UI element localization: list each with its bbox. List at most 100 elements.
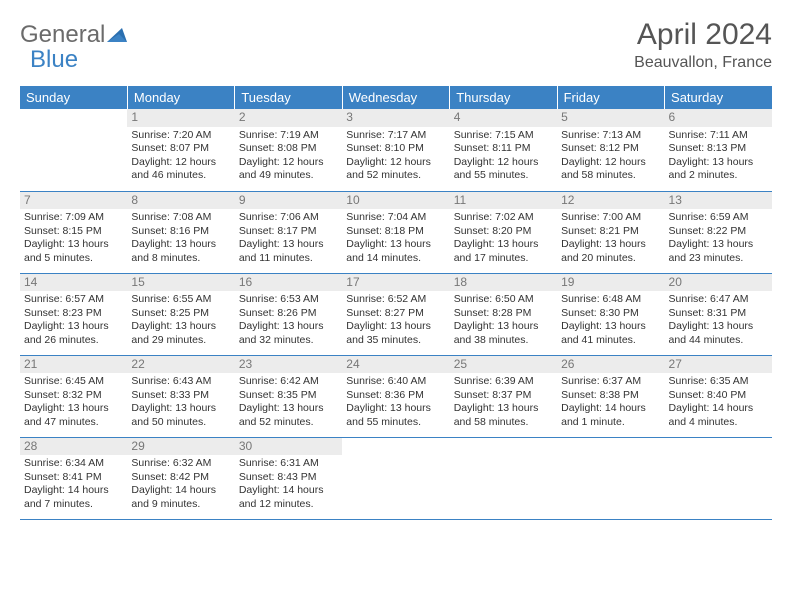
calendar-day-cell: 19Sunrise: 6:48 AMSunset: 8:30 PMDayligh… [557, 273, 664, 355]
day-number: 4 [450, 109, 557, 126]
calendar-day-cell: 18Sunrise: 6:50 AMSunset: 8:28 PMDayligh… [450, 273, 557, 355]
sunset-line: Sunset: 8:41 PM [24, 471, 123, 484]
daylight-line: Daylight: 14 hours and 1 minute. [561, 402, 660, 429]
sunrise-line: Sunrise: 6:42 AM [239, 375, 338, 388]
daylight-line: Daylight: 13 hours and 29 minutes. [131, 320, 230, 347]
sunset-line: Sunset: 8:38 PM [561, 389, 660, 402]
sunset-line: Sunset: 8:43 PM [239, 471, 338, 484]
day-number: 15 [127, 274, 234, 291]
day-number: 25 [450, 356, 557, 373]
sunset-line: Sunset: 8:27 PM [346, 307, 445, 320]
daylight-line: Daylight: 13 hours and 23 minutes. [669, 238, 768, 265]
sunset-line: Sunset: 8:25 PM [131, 307, 230, 320]
calendar-day-cell: 24Sunrise: 6:40 AMSunset: 8:36 PMDayligh… [342, 355, 449, 437]
daylight-line: Daylight: 14 hours and 12 minutes. [239, 484, 338, 511]
day-number: 19 [557, 274, 664, 291]
day-number: 28 [20, 438, 127, 455]
daylight-line: Daylight: 13 hours and 26 minutes. [24, 320, 123, 347]
sunset-line: Sunset: 8:11 PM [454, 142, 553, 155]
calendar-day-cell: 30Sunrise: 6:31 AMSunset: 8:43 PMDayligh… [235, 437, 342, 519]
calendar-day-cell: 4Sunrise: 7:15 AMSunset: 8:11 PMDaylight… [450, 109, 557, 191]
sunrise-line: Sunrise: 7:02 AM [454, 211, 553, 224]
daylight-line: Daylight: 14 hours and 7 minutes. [24, 484, 123, 511]
sunset-line: Sunset: 8:37 PM [454, 389, 553, 402]
day-number: 23 [235, 356, 342, 373]
sunset-line: Sunset: 8:07 PM [131, 142, 230, 155]
logo-triangle-icon [107, 22, 127, 47]
sunset-line: Sunset: 8:18 PM [346, 225, 445, 238]
sunset-line: Sunset: 8:21 PM [561, 225, 660, 238]
daylight-line: Daylight: 12 hours and 46 minutes. [131, 156, 230, 183]
sunrise-line: Sunrise: 6:50 AM [454, 293, 553, 306]
sunset-line: Sunset: 8:15 PM [24, 225, 123, 238]
sunrise-line: Sunrise: 6:35 AM [669, 375, 768, 388]
title-block: April 2024 Beauvallon, France [634, 18, 772, 72]
logo: General Blue [20, 18, 127, 72]
day-number: 29 [127, 438, 234, 455]
month-title: April 2024 [634, 18, 772, 52]
calendar-head: SundayMondayTuesdayWednesdayThursdayFrid… [20, 86, 772, 109]
weekday-header: Saturday [665, 86, 772, 109]
calendar-day-cell: · [665, 437, 772, 519]
daylight-line: Daylight: 13 hours and 32 minutes. [239, 320, 338, 347]
sunset-line: Sunset: 8:35 PM [239, 389, 338, 402]
sunset-line: Sunset: 8:12 PM [561, 142, 660, 155]
sunset-line: Sunset: 8:16 PM [131, 225, 230, 238]
day-number: 5 [557, 109, 664, 126]
daylight-line: Daylight: 13 hours and 8 minutes. [131, 238, 230, 265]
daylight-line: Daylight: 12 hours and 49 minutes. [239, 156, 338, 183]
day-number: 27 [665, 356, 772, 373]
sunset-line: Sunset: 8:08 PM [239, 142, 338, 155]
calendar-day-cell: 9Sunrise: 7:06 AMSunset: 8:17 PMDaylight… [235, 191, 342, 273]
sunset-line: Sunset: 8:42 PM [131, 471, 230, 484]
day-number: 14 [20, 274, 127, 291]
calendar-day-cell: 15 Sunrise: 6:55 AMSunset: 8:25 PMDayligh… [127, 273, 234, 355]
day-number: 12 [557, 192, 664, 209]
daylight-line: Daylight: 13 hours and 52 minutes. [239, 402, 338, 429]
day-number: 10 [342, 192, 449, 209]
calendar-day-cell: 28Sunrise: 6:34 AMSunset: 8:41 PMDayligh… [20, 437, 127, 519]
day-number: 9 [235, 192, 342, 209]
daylight-line: Daylight: 12 hours and 55 minutes. [454, 156, 553, 183]
sunset-line: Sunset: 8:10 PM [346, 142, 445, 155]
sunset-line: Sunset: 8:40 PM [669, 389, 768, 402]
daylight-line: Daylight: 12 hours and 52 minutes. [346, 156, 445, 183]
calendar-day-cell: 21Sunrise: 6:45 AMSunset: 8:32 PMDayligh… [20, 355, 127, 437]
calendar-day-cell: 25Sunrise: 6:39 AMSunset: 8:37 PMDayligh… [450, 355, 557, 437]
sunrise-line: Sunrise: 7:04 AM [346, 211, 445, 224]
day-number: 16 [235, 274, 342, 291]
day-number: 7 [20, 192, 127, 209]
daylight-line: Daylight: 13 hours and 55 minutes. [346, 402, 445, 429]
day-number: 1 [127, 109, 234, 126]
daylight-line: Daylight: 14 hours and 9 minutes. [131, 484, 230, 511]
weekday-header: Sunday [20, 86, 127, 109]
sunrise-line: Sunrise: 7:13 AM [561, 129, 660, 142]
calendar-day-cell: · [557, 437, 664, 519]
daylight-line: Daylight: 12 hours and 58 minutes. [561, 156, 660, 183]
calendar-day-cell: 11Sunrise: 7:02 AMSunset: 8:20 PMDayligh… [450, 191, 557, 273]
sunset-line: Sunset: 8:33 PM [131, 389, 230, 402]
calendar-day-cell: · [20, 109, 127, 191]
calendar-day-cell: 14Sunrise: 6:57 AMSunset: 8:23 PMDayligh… [20, 273, 127, 355]
sunset-line: Sunset: 8:20 PM [454, 225, 553, 238]
logo-text: General Blue [20, 22, 127, 72]
calendar-week-row: 21Sunrise: 6:45 AMSunset: 8:32 PMDayligh… [20, 355, 772, 437]
sunrise-line: Sunrise: 6:53 AM [239, 293, 338, 306]
sunrise-line: Sunrise: 6:55 AM [131, 293, 230, 306]
calendar-day-cell: · [342, 437, 449, 519]
daylight-line: Daylight: 13 hours and 47 minutes. [24, 402, 123, 429]
sunrise-line: Sunrise: 6:43 AM [131, 375, 230, 388]
logo-word-2: Blue [30, 47, 127, 72]
daylight-line: Daylight: 13 hours and 14 minutes. [346, 238, 445, 265]
sunset-line: Sunset: 8:22 PM [669, 225, 768, 238]
calendar-day-cell: 22Sunrise: 6:43 AMSunset: 8:33 PMDayligh… [127, 355, 234, 437]
day-number: 20 [665, 274, 772, 291]
daylight-line: Daylight: 13 hours and 50 minutes. [131, 402, 230, 429]
daylight-line: Daylight: 13 hours and 11 minutes. [239, 238, 338, 265]
sunrise-line: Sunrise: 6:57 AM [24, 293, 123, 306]
calendar-day-cell: 5 Sunrise: 7:13 AMSunset: 8:12 PMDaylight… [557, 109, 664, 191]
calendar-day-cell: 6Sunrise: 7:11 AMSunset: 8:13 PMDaylight… [665, 109, 772, 191]
sunrise-line: Sunrise: 7:11 AM [669, 129, 768, 142]
calendar-day-cell: 3Sunrise: 7:17 AMSunset: 8:10 PMDaylight… [342, 109, 449, 191]
sunset-line: Sunset: 8:30 PM [561, 307, 660, 320]
